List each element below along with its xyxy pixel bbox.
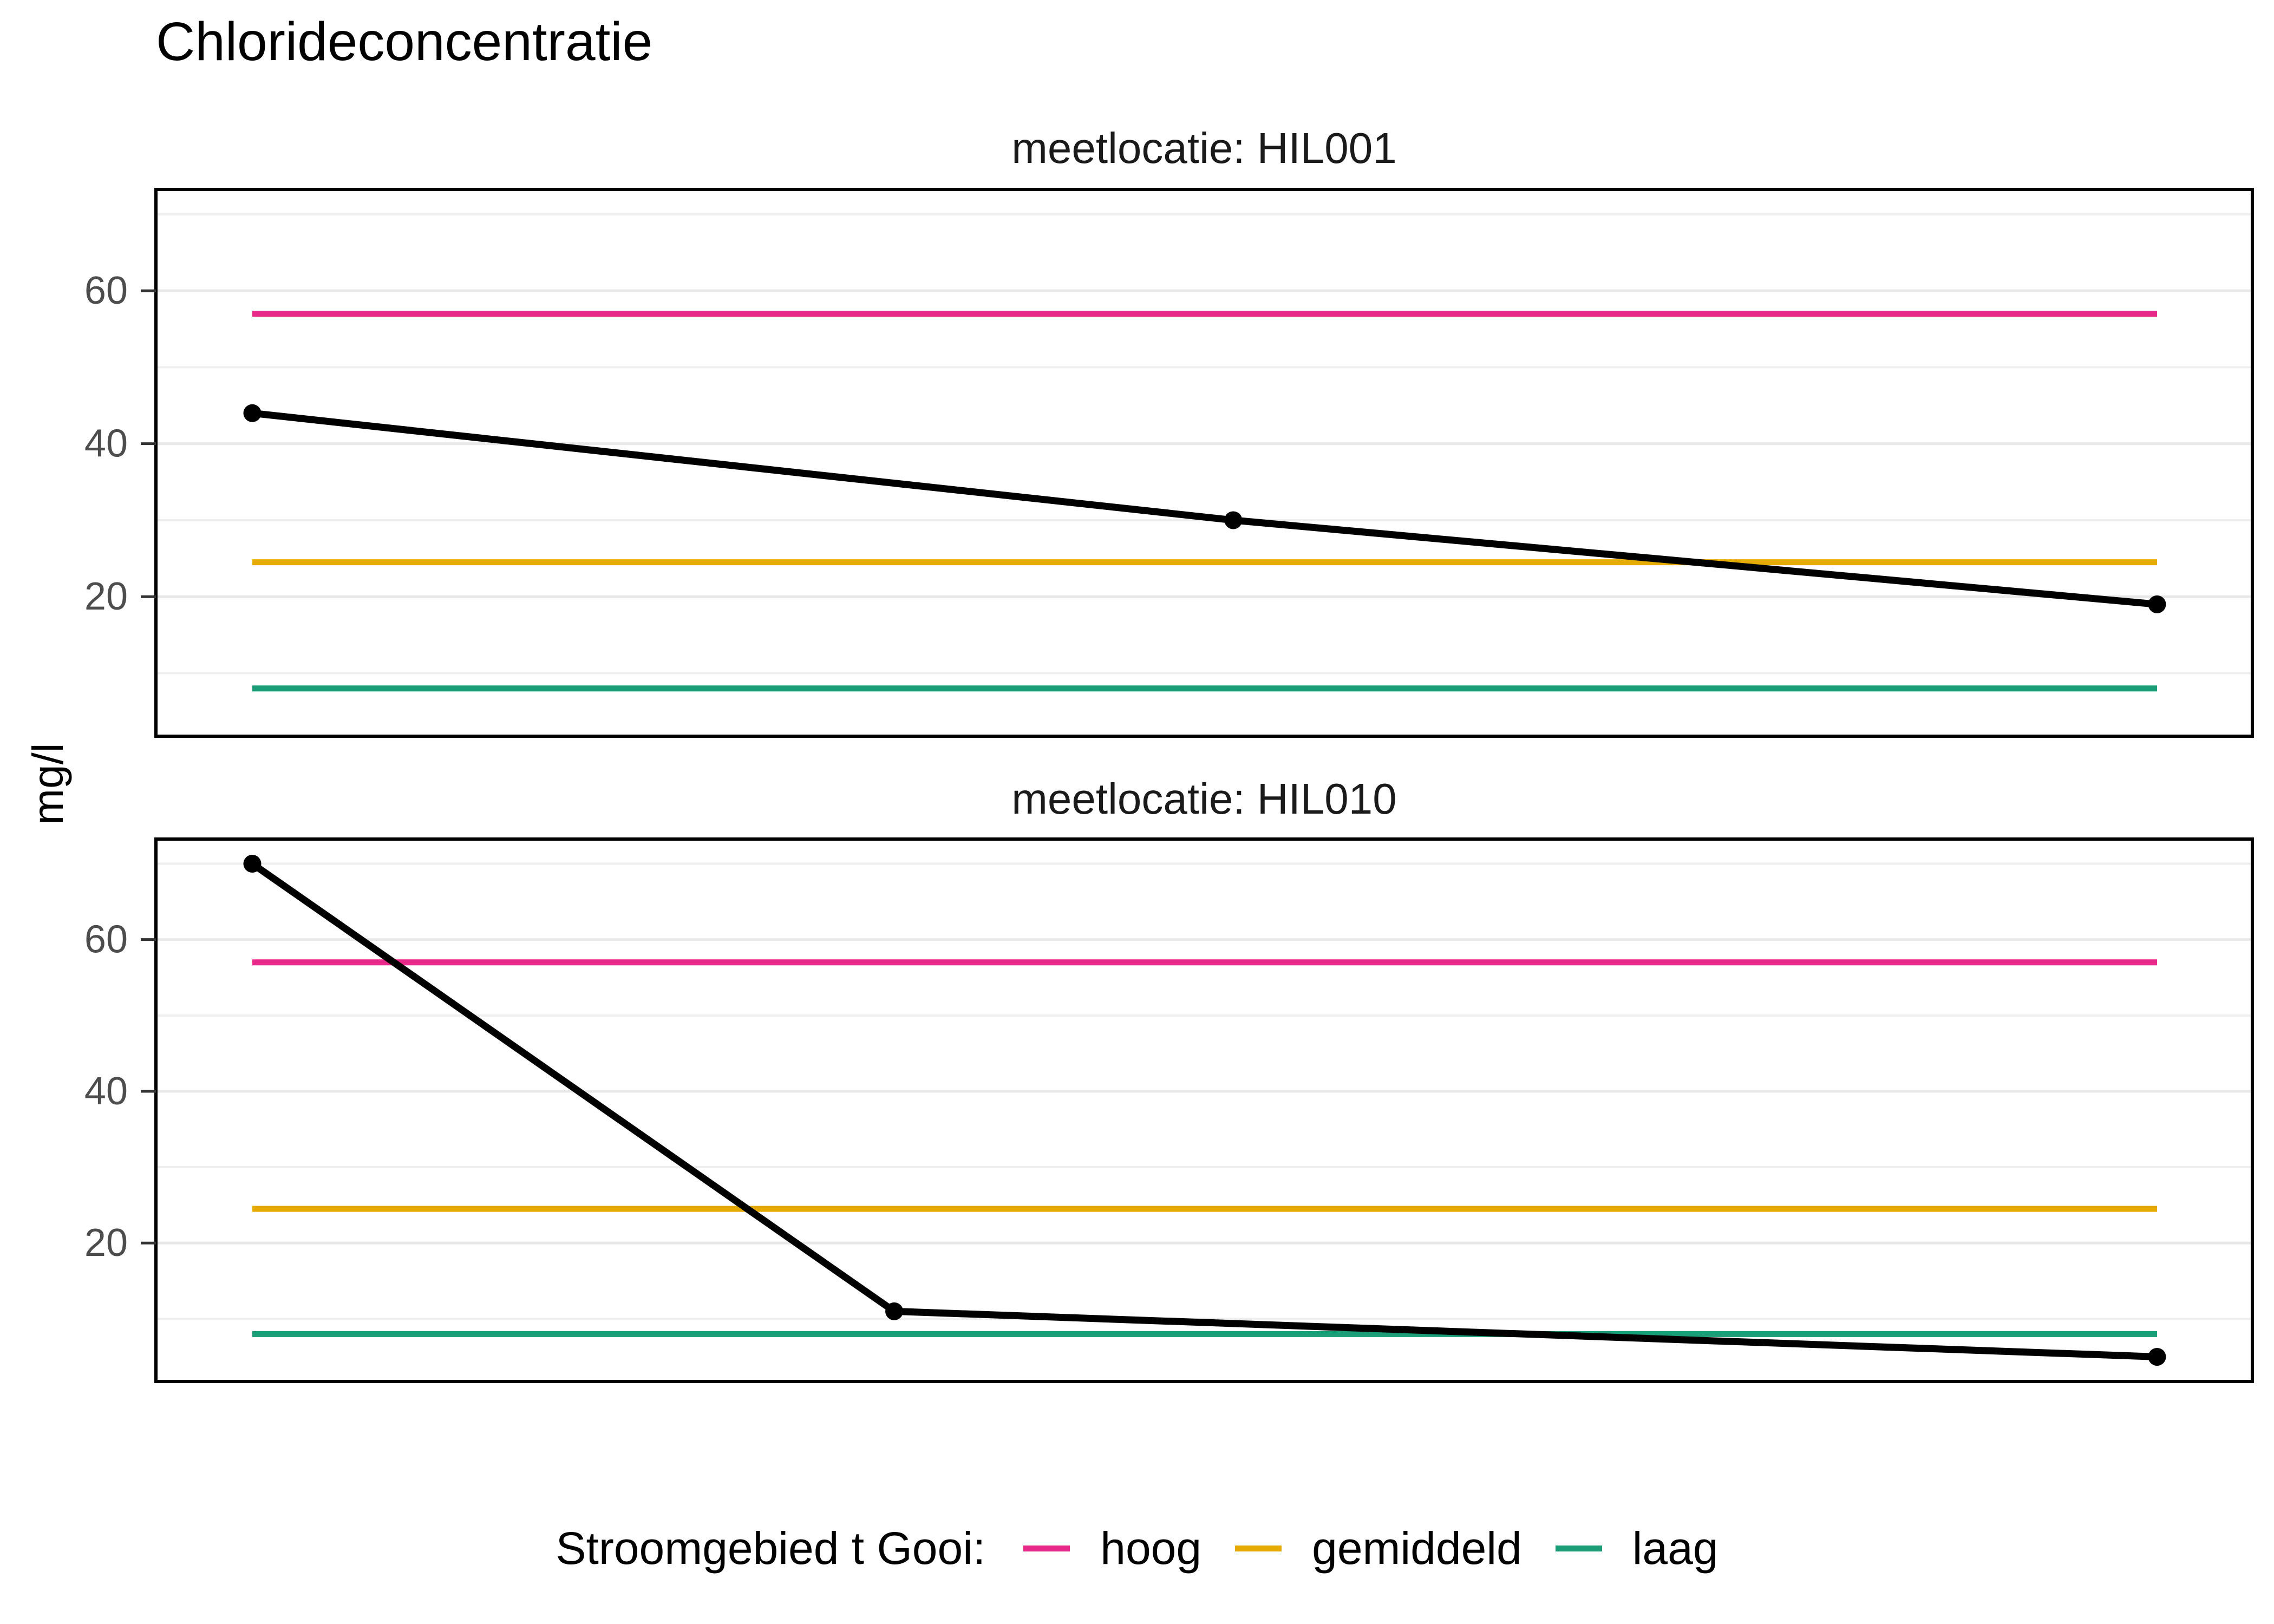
y-tick-label: 20: [84, 575, 128, 618]
facet-label-hil001: meetlocatie: HIL001: [1011, 124, 1397, 172]
data-point: [243, 404, 262, 422]
legend-item-label: hoog: [1100, 1522, 1202, 1574]
data-point: [243, 855, 262, 873]
panel-border: [154, 188, 2254, 738]
legend-swatch-hoog: [1023, 1545, 1070, 1551]
facet-label-hil010: meetlocatie: HIL010: [1011, 775, 1397, 823]
legend-title: Stroomgebied t Gooi:: [556, 1522, 986, 1574]
legend-item-label: laag: [1632, 1522, 1718, 1574]
legend-item-hoog: hoog: [1023, 1522, 1201, 1575]
legend: Stroomgebied t Gooi: hoog gemiddeld laag: [0, 1510, 2274, 1586]
data-line: [252, 409, 2158, 608]
data-point: [885, 1302, 904, 1320]
legend-item-gemiddeld: gemiddeld: [1235, 1522, 1522, 1575]
y-tick-label: 40: [84, 1070, 128, 1113]
data-point: [2148, 595, 2166, 613]
legend-items: hoog gemiddeld laag: [1023, 1522, 1718, 1575]
data-point: [1224, 511, 1243, 529]
legend-item-label: gemiddeld: [1312, 1522, 1522, 1574]
panel-border: [154, 837, 2254, 1383]
y-tick-label: 60: [84, 269, 128, 312]
plot-title: Chlorideconcentratie: [156, 11, 653, 72]
legend-swatch-laag: [1555, 1545, 1602, 1551]
y-tick-label: 40: [84, 422, 128, 466]
legend-swatch-gemiddeld: [1235, 1545, 1282, 1551]
y-tick-label: 60: [84, 918, 128, 961]
legend-item-laag: laag: [1555, 1522, 1718, 1575]
y-axis-title: mg/l: [24, 743, 72, 825]
data-point: [2148, 1347, 2166, 1366]
y-tick-label: 20: [84, 1221, 128, 1265]
data-line: [250, 861, 2158, 1360]
